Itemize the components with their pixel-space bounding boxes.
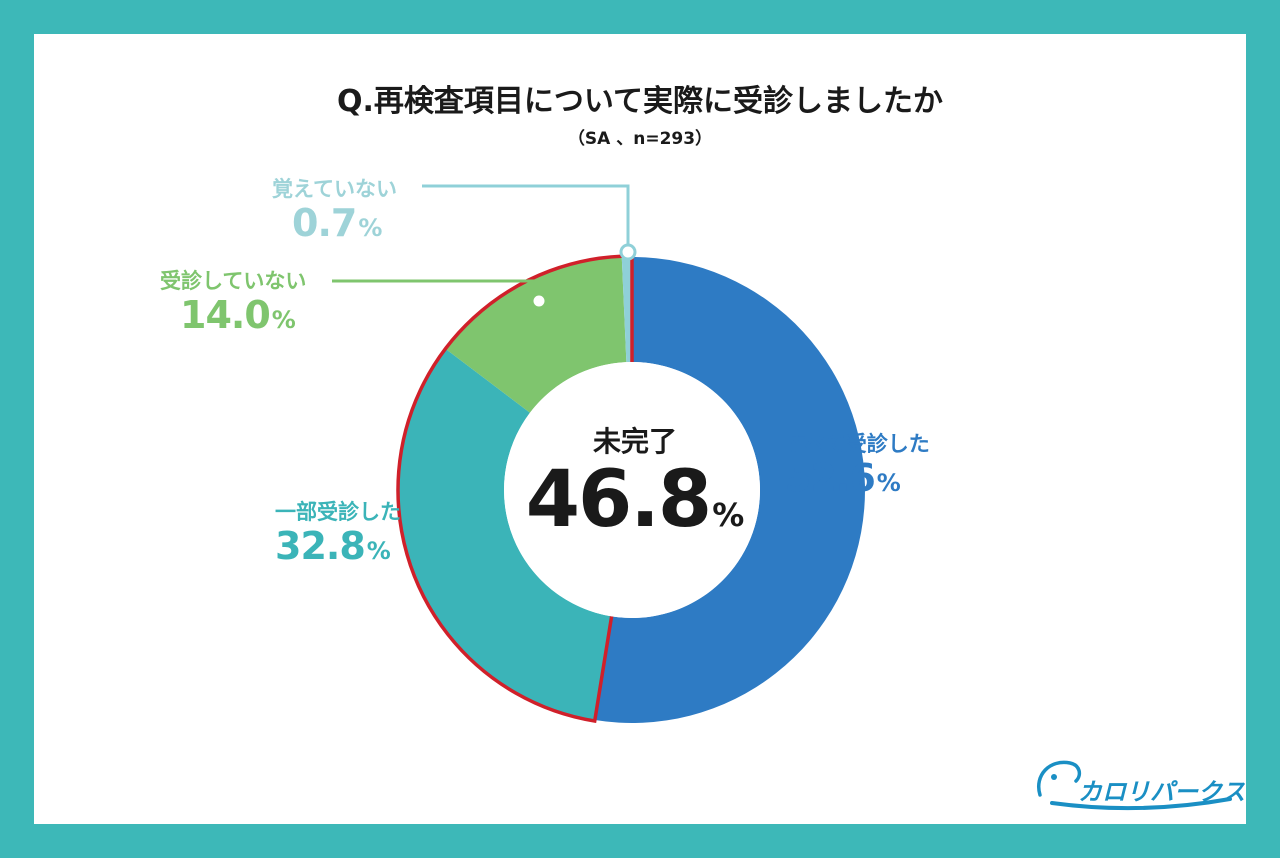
label-slice-3: 覚えていない 0.7% xyxy=(272,173,397,245)
brand-logo xyxy=(1037,760,1232,811)
slice-label-name: 一部受診した xyxy=(275,500,401,524)
slice-label-value: 14.0% xyxy=(180,293,296,337)
label-slice-2: 受診していない 14.0% xyxy=(160,265,306,337)
slice-label-value: 0.7% xyxy=(292,201,382,245)
chart-subtitle: （SA 、n=293） xyxy=(567,129,713,149)
center-summary: 未完了 46.8% xyxy=(520,420,750,542)
slice-label-name: 受診していない xyxy=(160,269,307,293)
label-slice-1: 一部受診した 32.8% xyxy=(275,496,401,568)
label-slice-0: すべて受診した 52.6% xyxy=(785,428,930,500)
donut-slice-0 xyxy=(594,257,866,724)
leader-line-3 xyxy=(422,184,630,252)
brand-logo-text: カロリパークス xyxy=(1078,778,1246,806)
incomplete-highlight-outline xyxy=(396,254,634,724)
center-unit: % xyxy=(712,496,745,534)
leader-dot-2 xyxy=(530,292,548,310)
donut-hole xyxy=(504,362,760,618)
center-label: 未完了 xyxy=(592,425,677,458)
chart-title: Q.再検査項目について実際に受診しましたか xyxy=(337,84,943,119)
slice-label-value: 32.8% xyxy=(275,524,391,568)
slice-label-name: すべて受診した xyxy=(785,432,930,456)
slice-label-name: 覚えていない xyxy=(272,177,397,201)
leader-dot-3 xyxy=(619,243,637,261)
donut-slice-1 xyxy=(398,349,612,721)
donut-slice-2 xyxy=(446,257,627,413)
slice-label-value: 52.6% xyxy=(785,456,901,500)
center-value: 46.8 xyxy=(525,455,712,545)
donut-slice-3 xyxy=(621,257,632,363)
